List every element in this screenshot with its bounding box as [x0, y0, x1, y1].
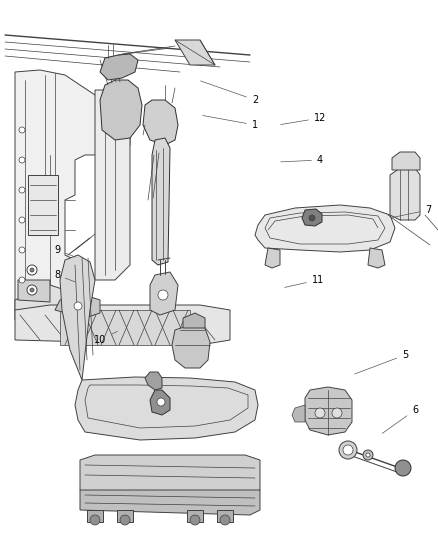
Text: 4: 4 [281, 155, 323, 165]
Polygon shape [87, 510, 103, 522]
Polygon shape [15, 285, 80, 330]
Polygon shape [145, 372, 162, 390]
Text: 10: 10 [94, 331, 117, 345]
Polygon shape [100, 54, 138, 80]
Polygon shape [150, 390, 170, 415]
Polygon shape [28, 175, 58, 235]
Text: 9: 9 [54, 245, 75, 257]
Circle shape [19, 277, 25, 283]
Circle shape [19, 187, 25, 193]
Polygon shape [217, 510, 233, 522]
Polygon shape [80, 485, 260, 515]
Circle shape [220, 515, 230, 525]
Polygon shape [60, 255, 95, 380]
Polygon shape [152, 138, 170, 265]
Polygon shape [95, 90, 130, 280]
Polygon shape [55, 295, 100, 318]
Polygon shape [305, 387, 352, 435]
Circle shape [158, 290, 168, 300]
Circle shape [395, 460, 411, 476]
Circle shape [315, 408, 325, 418]
Circle shape [19, 247, 25, 253]
Text: 6: 6 [382, 405, 418, 433]
Circle shape [190, 515, 200, 525]
Circle shape [309, 215, 315, 221]
Circle shape [366, 453, 370, 457]
Polygon shape [390, 168, 420, 220]
Polygon shape [292, 405, 305, 422]
Circle shape [19, 217, 25, 223]
Text: 2: 2 [201, 81, 258, 105]
Polygon shape [183, 313, 205, 328]
Text: 12: 12 [281, 113, 326, 125]
Circle shape [74, 302, 82, 310]
Text: 7: 7 [393, 205, 431, 217]
Polygon shape [100, 80, 142, 140]
Text: 11: 11 [285, 275, 324, 287]
Polygon shape [368, 248, 385, 268]
Circle shape [19, 157, 25, 163]
Polygon shape [187, 510, 203, 522]
Circle shape [363, 450, 373, 460]
Polygon shape [255, 205, 395, 252]
Circle shape [332, 408, 342, 418]
Circle shape [30, 268, 34, 272]
Polygon shape [15, 70, 130, 320]
Polygon shape [302, 209, 322, 226]
Text: 1: 1 [203, 116, 258, 130]
Circle shape [157, 398, 165, 406]
Circle shape [90, 515, 100, 525]
Circle shape [27, 285, 37, 295]
Polygon shape [172, 325, 210, 368]
Polygon shape [80, 455, 260, 490]
Circle shape [343, 445, 353, 455]
Polygon shape [143, 100, 178, 145]
Text: 5: 5 [355, 350, 408, 374]
Polygon shape [392, 152, 420, 170]
Text: 8: 8 [54, 270, 75, 282]
Polygon shape [15, 305, 230, 345]
Circle shape [339, 441, 357, 459]
Polygon shape [265, 248, 280, 268]
Polygon shape [175, 40, 215, 65]
Circle shape [19, 127, 25, 133]
Circle shape [120, 515, 130, 525]
Circle shape [27, 265, 37, 275]
Polygon shape [60, 310, 190, 345]
Circle shape [30, 288, 34, 292]
Polygon shape [150, 272, 178, 315]
Polygon shape [75, 377, 258, 440]
Polygon shape [18, 280, 50, 302]
Polygon shape [117, 510, 133, 522]
